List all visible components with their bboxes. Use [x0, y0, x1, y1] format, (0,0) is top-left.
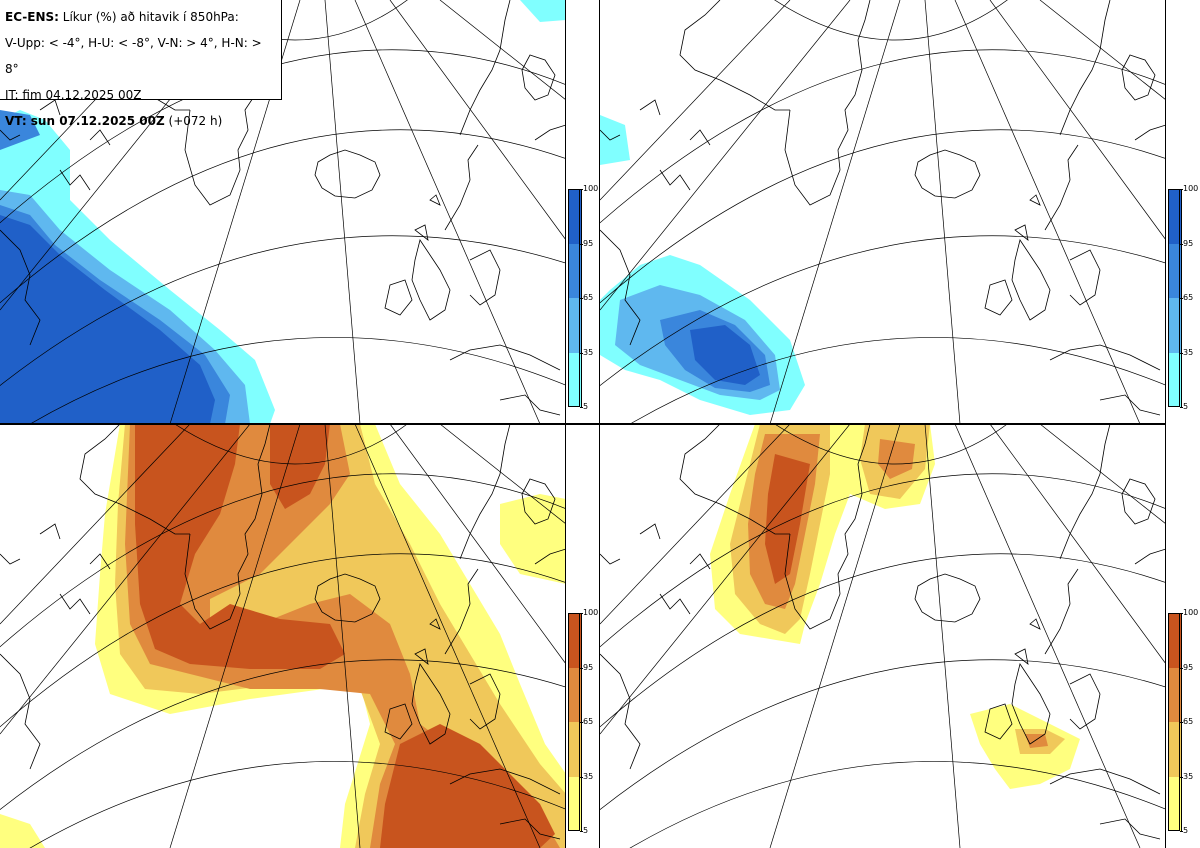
info-legend-box: EC-ENS: Líkur (%) að hitavik í 850hPa: V…	[0, 0, 282, 128]
colorbar-tick-label: 95	[1183, 238, 1194, 248]
colorbar-tick	[1180, 298, 1183, 299]
panel-divider-left-border	[565, 0, 566, 848]
colorbar-tick	[1180, 613, 1183, 614]
init-time: IT: fim 04.12.2025 00Z	[5, 88, 142, 102]
colorbar-tick	[1180, 722, 1183, 723]
colorbar-frame	[568, 613, 580, 831]
colorbar-tick	[580, 831, 583, 832]
colorbar-tick-label: 5	[1183, 826, 1189, 835]
probability-field	[0, 0, 566, 424]
title-text: Líkur (%) að hitavik í 850hPa:	[62, 10, 239, 24]
map-panel-bottom-right	[600, 424, 1166, 848]
colorbar-tick-label: 35	[583, 771, 594, 781]
panel-divider-horizontal	[0, 423, 1166, 425]
colorbar-tick-label: 65	[1183, 717, 1194, 726]
colorbar-tick-label: 95	[583, 238, 594, 248]
colorbar-tick-label: 95	[1183, 662, 1194, 672]
colorbar-tick-label: 100	[1183, 608, 1199, 617]
panel-divider-right-border	[599, 0, 600, 848]
colorbar-tick	[580, 352, 583, 354]
colorbar-tick	[580, 722, 583, 723]
colorbar-frame	[568, 189, 580, 407]
colorbar-tick-label: 65	[583, 293, 594, 302]
colorbar-tick	[580, 243, 583, 245]
colorbar-tick	[1180, 352, 1183, 354]
colorbar-tick	[580, 298, 583, 299]
probability-field	[600, 115, 805, 415]
map-panel-top-right	[600, 0, 1166, 424]
colorbar-bottom-right: 100 95 65 35 5	[1168, 609, 1200, 843]
colorbar-tick	[580, 613, 583, 614]
probability-field	[710, 424, 1080, 789]
title-line: EC-ENS: Líkur (%) að hitavik í 850hPa:	[5, 4, 276, 30]
colorbar-tick	[580, 667, 583, 669]
colorbar-tick-label: 100	[583, 608, 599, 617]
colorbar-tick	[1180, 831, 1183, 832]
map-warm-8	[600, 424, 1166, 848]
colorbar-tick	[1180, 243, 1183, 245]
colorbar-tick-label: 35	[1183, 347, 1194, 357]
colorbar-tick	[1180, 776, 1183, 778]
legend-line: V-Upp: < -4°, H-U: < -8°, V-N: > 4°, H-N…	[5, 36, 262, 76]
map-warm-4	[0, 424, 566, 848]
colorbar-tick-label: 5	[583, 402, 589, 411]
colorbar-bottom-left: 100 95 65 35 5	[568, 609, 602, 843]
colorbar-tick	[1180, 407, 1183, 408]
valid-suffix: (+072 h)	[168, 114, 223, 128]
map-panel-bottom-left	[0, 424, 566, 848]
colorbar-tick-label: 5	[1183, 402, 1189, 411]
colorbar-tick-label: 5	[583, 826, 589, 835]
valid-prefix: VT: sun 07.12.2025 00Z	[5, 114, 165, 128]
colorbar-tick-label: 35	[583, 347, 594, 357]
colorbar-tick-label: 65	[583, 717, 594, 726]
panel-right-edge	[1165, 0, 1166, 848]
map-cold-4	[0, 0, 566, 424]
colorbar-tick-label: 65	[1183, 293, 1194, 302]
title-prefix: EC-ENS:	[5, 10, 59, 24]
colorbar-top-left: 100 95 65 35 5	[568, 185, 602, 419]
colorbar-tick	[1180, 189, 1183, 190]
map-cold-8	[600, 0, 1166, 424]
colorbar-tick	[580, 407, 583, 408]
colorbar-tick	[580, 776, 583, 778]
colorbar-tick	[580, 189, 583, 190]
colorbar-top-right: 100 95 65 35 5	[1168, 185, 1200, 419]
colorbar-tick-label: 100	[1183, 184, 1199, 193]
valid-time-line: VT: sun 07.12.2025 00Z (+072 h)	[5, 108, 276, 134]
colorbar-tick	[1180, 667, 1183, 669]
colorbar-tick-label: 95	[583, 662, 594, 672]
colorbar-frame	[1168, 613, 1180, 831]
map-panel-top-left	[0, 0, 566, 424]
colorbar-tick-label: 100	[583, 184, 599, 193]
colorbar-tick-label: 35	[1183, 771, 1194, 781]
colorbar-frame	[1168, 189, 1180, 407]
